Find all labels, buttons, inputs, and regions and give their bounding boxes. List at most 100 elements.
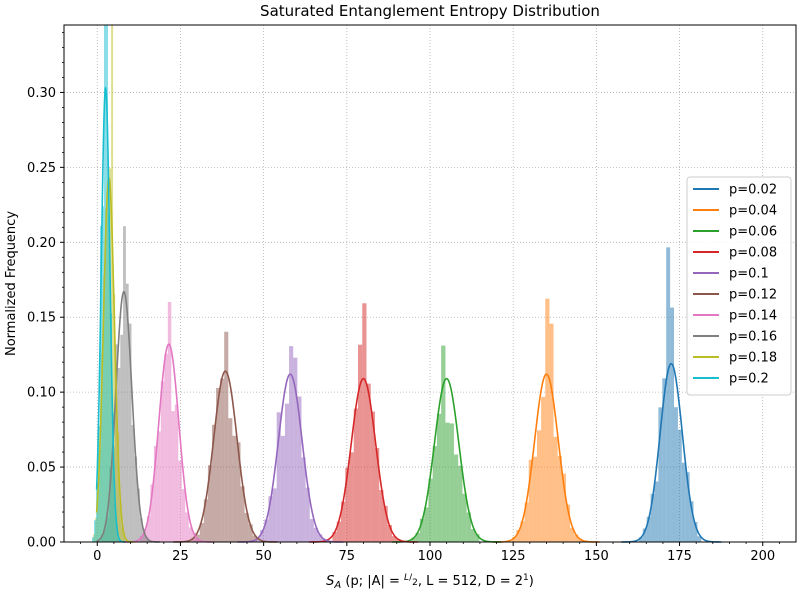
histogram-bar xyxy=(565,504,571,542)
histogram-bar xyxy=(167,301,172,542)
histogram-bar xyxy=(164,353,168,542)
histogram-bar xyxy=(297,396,302,542)
histogram-bar xyxy=(638,537,643,542)
histogram-bar xyxy=(357,344,363,542)
histogram-bar xyxy=(131,424,135,542)
x-tick-label: 200 xyxy=(750,549,775,564)
histogram-bar xyxy=(260,529,265,542)
curve-p=0.02 xyxy=(621,362,722,543)
legend-label-p=0.16: p=0.16 xyxy=(729,330,777,345)
histogram-bar xyxy=(185,512,189,542)
histogram-bar xyxy=(157,431,161,542)
curve-p=0.1 xyxy=(237,373,344,543)
histogram-bar xyxy=(432,446,437,542)
histogram-bar xyxy=(642,528,647,542)
histogram-bar xyxy=(174,404,179,542)
histogram-bar xyxy=(528,459,533,542)
histogram-bar xyxy=(293,357,298,542)
x-axis-title-part: 1 xyxy=(523,573,529,583)
histogram-bar xyxy=(123,534,126,542)
histogram-bar xyxy=(332,531,337,542)
legend-label-p=0.14: p=0.14 xyxy=(729,309,777,324)
y-tick-label: 0.20 xyxy=(27,236,56,251)
x-axis-title-text: SA (p; |A| = L/2, L = 512, D = 21) xyxy=(326,573,534,591)
histogram-bar xyxy=(379,490,384,542)
histogram-bar xyxy=(128,323,132,542)
histogram-bar xyxy=(145,537,149,542)
histogram-bar xyxy=(111,412,114,542)
histogram-bar xyxy=(309,518,314,542)
y-tick-label: 0.15 xyxy=(27,311,56,326)
histogram-bar xyxy=(228,418,233,542)
histogram-bar xyxy=(387,525,392,542)
histogram-bar xyxy=(557,456,562,542)
histogram-bar xyxy=(134,456,138,542)
histogram-bar xyxy=(374,448,380,542)
histogram-bar xyxy=(195,538,200,542)
histogram-bar xyxy=(574,534,579,542)
histogram-p=0.08 xyxy=(332,303,401,542)
histogram-p=0.14 xyxy=(139,301,200,542)
histogram-bar xyxy=(94,520,97,542)
x-tick-label: 75 xyxy=(339,549,356,564)
histogram-bar xyxy=(188,527,193,542)
legend-label-p=0.18: p=0.18 xyxy=(729,351,777,366)
histogram-bar xyxy=(280,435,285,542)
histogram-bar xyxy=(396,538,401,542)
histogram-bar xyxy=(428,478,433,542)
histogram-bar xyxy=(553,436,558,542)
histogram-bar xyxy=(146,516,151,542)
fitted-curves xyxy=(95,86,722,543)
histogram-bar xyxy=(107,214,110,542)
histogram-bar xyxy=(220,378,225,542)
histogram-bar xyxy=(264,519,269,542)
axis-ticks: 0 25 50 75 100 125 150 175 200 0.00 0.05 0.10 0.15 0.… xyxy=(27,32,780,564)
histogram-bar xyxy=(666,247,671,543)
histogram-bar xyxy=(697,536,702,542)
histogram-p=0.04 xyxy=(512,298,583,542)
histogram-bar xyxy=(391,536,397,542)
histogram-bar xyxy=(570,527,575,542)
histogram-bars xyxy=(92,25,702,543)
y-axis-title: Normalized Frequency xyxy=(4,211,19,356)
histogram-bar xyxy=(121,526,124,542)
y-tick-label: 0.25 xyxy=(27,161,56,176)
legend-label-p=0.08: p=0.08 xyxy=(729,246,777,261)
x-tick-label: 100 xyxy=(418,549,443,564)
histogram-p=0.06 xyxy=(411,345,480,542)
histogram-bar xyxy=(252,535,257,542)
x-axis-title-part: 2 xyxy=(412,578,418,588)
histogram-bar xyxy=(520,521,525,542)
histogram-bar xyxy=(693,522,698,542)
histogram-bar xyxy=(650,493,655,542)
y-tick-label: 0.00 xyxy=(27,536,56,551)
legend-label-p=0.04: p=0.04 xyxy=(729,204,777,219)
histogram-bar xyxy=(109,313,112,542)
histogram-p=0.12 xyxy=(191,331,257,542)
x-axis-title-part: L xyxy=(404,573,409,583)
histogram-bar xyxy=(313,527,319,542)
histogram-bar xyxy=(366,383,371,542)
histogram-bar xyxy=(244,512,249,542)
histogram-bar xyxy=(449,423,454,542)
curve-p=0.06 xyxy=(391,377,502,543)
histogram-bar xyxy=(677,429,682,542)
histogram-bar xyxy=(458,465,463,542)
histogram-bar xyxy=(207,465,212,542)
legend-label-p=0.1: p=0.1 xyxy=(729,267,769,282)
histogram-bar xyxy=(545,298,550,542)
legend: p=0.02 p=0.04 p=0.06 p=0.08 p=0.1 p=0.12 p=0.1… xyxy=(686,176,792,396)
x-tick-label: 175 xyxy=(667,549,692,564)
x-tick-label: 25 xyxy=(172,549,189,564)
histogram-bar xyxy=(419,518,425,542)
histogram-bar xyxy=(160,381,165,542)
histogram-bar xyxy=(512,536,517,542)
histogram-bar xyxy=(662,378,667,542)
histogram-bar xyxy=(111,25,114,542)
histogram-bar xyxy=(232,435,237,542)
curve-p=0.18 xyxy=(95,177,134,543)
curve-p=0.04 xyxy=(493,373,600,543)
histogram-bar xyxy=(541,396,546,542)
x-tick-label: 50 xyxy=(255,549,272,564)
